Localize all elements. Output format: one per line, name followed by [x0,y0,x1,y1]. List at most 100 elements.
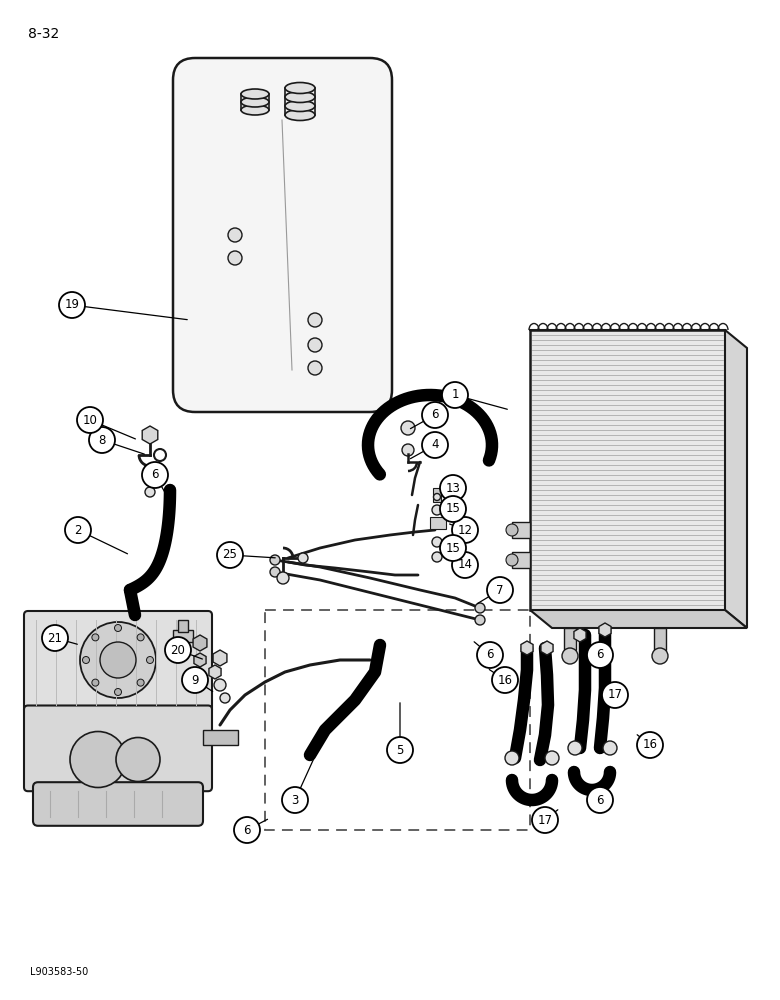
Circle shape [440,475,466,501]
Circle shape [92,679,99,686]
Ellipse shape [285,109,315,120]
Text: 3: 3 [291,794,299,806]
FancyBboxPatch shape [33,782,203,826]
FancyBboxPatch shape [24,706,212,791]
Circle shape [116,738,160,782]
Circle shape [440,496,466,522]
Ellipse shape [241,105,269,115]
Bar [512,522,530,538]
Circle shape [587,642,613,668]
Circle shape [217,542,243,568]
Circle shape [182,667,208,693]
Circle shape [387,737,413,763]
Text: 2: 2 [74,524,82,536]
Circle shape [402,444,414,456]
Ellipse shape [241,89,269,99]
Ellipse shape [285,92,315,103]
Text: 13: 13 [445,482,460,494]
Bar [203,730,238,744]
Circle shape [89,427,115,453]
Circle shape [492,667,518,693]
Circle shape [115,624,122,632]
Text: 6: 6 [596,794,604,806]
Circle shape [506,554,518,566]
Circle shape [637,732,663,758]
FancyBboxPatch shape [173,58,392,412]
Text: 9: 9 [191,674,199,686]
Circle shape [432,505,442,515]
Text: 16: 16 [643,738,658,752]
Text: 15: 15 [445,542,460,554]
Circle shape [422,402,448,428]
Circle shape [270,555,280,565]
Circle shape [475,603,485,613]
Bar [173,630,193,642]
Circle shape [277,572,289,584]
Circle shape [234,817,260,843]
Polygon shape [725,330,747,628]
FancyBboxPatch shape [24,611,212,714]
Circle shape [308,338,322,352]
Text: 16: 16 [498,674,512,686]
Bar [265,610,530,830]
Circle shape [477,642,503,668]
Circle shape [452,552,478,578]
Text: 6: 6 [486,648,494,662]
Circle shape [587,787,613,813]
Circle shape [100,642,136,678]
Circle shape [506,524,518,536]
Ellipse shape [285,83,315,94]
Circle shape [214,679,226,691]
Circle shape [145,487,155,497]
Circle shape [434,493,441,500]
Text: 5: 5 [396,744,404,756]
Circle shape [440,535,466,561]
Text: 8-32: 8-32 [28,27,59,41]
Bar [512,552,530,568]
Circle shape [422,432,448,458]
Circle shape [532,807,558,833]
Circle shape [562,648,578,664]
Circle shape [228,251,242,265]
Text: L903583-50: L903583-50 [30,967,88,977]
Text: 25: 25 [222,548,237,562]
Circle shape [270,567,280,577]
Circle shape [77,407,103,433]
Circle shape [137,679,144,686]
Text: 6: 6 [596,648,604,662]
Text: 10: 10 [83,414,98,426]
Polygon shape [530,610,747,628]
Circle shape [652,648,668,664]
Circle shape [308,361,322,375]
Circle shape [42,625,68,651]
Text: 6: 6 [431,408,438,422]
Text: 20: 20 [171,644,186,656]
Text: 14: 14 [458,558,473,572]
Text: 21: 21 [48,632,62,645]
Bar [530,330,725,610]
Bar [433,488,441,502]
Bar [564,628,576,650]
Circle shape [442,382,468,408]
Bar [178,620,188,632]
Circle shape [228,228,242,242]
Text: 6: 6 [243,824,250,836]
Circle shape [568,741,582,755]
Text: 1: 1 [452,388,459,401]
Text: 4: 4 [431,438,438,452]
Circle shape [282,787,308,813]
Ellipse shape [285,101,315,111]
Circle shape [137,634,144,641]
Circle shape [475,615,485,625]
Text: 8: 8 [98,434,105,446]
Circle shape [401,421,415,435]
Circle shape [83,656,90,664]
Circle shape [59,292,85,318]
Circle shape [65,517,91,543]
Text: 17: 17 [537,814,552,826]
Bar [430,517,446,529]
Circle shape [115,688,122,696]
Circle shape [142,462,168,488]
Circle shape [505,751,519,765]
Text: 17: 17 [608,688,622,702]
